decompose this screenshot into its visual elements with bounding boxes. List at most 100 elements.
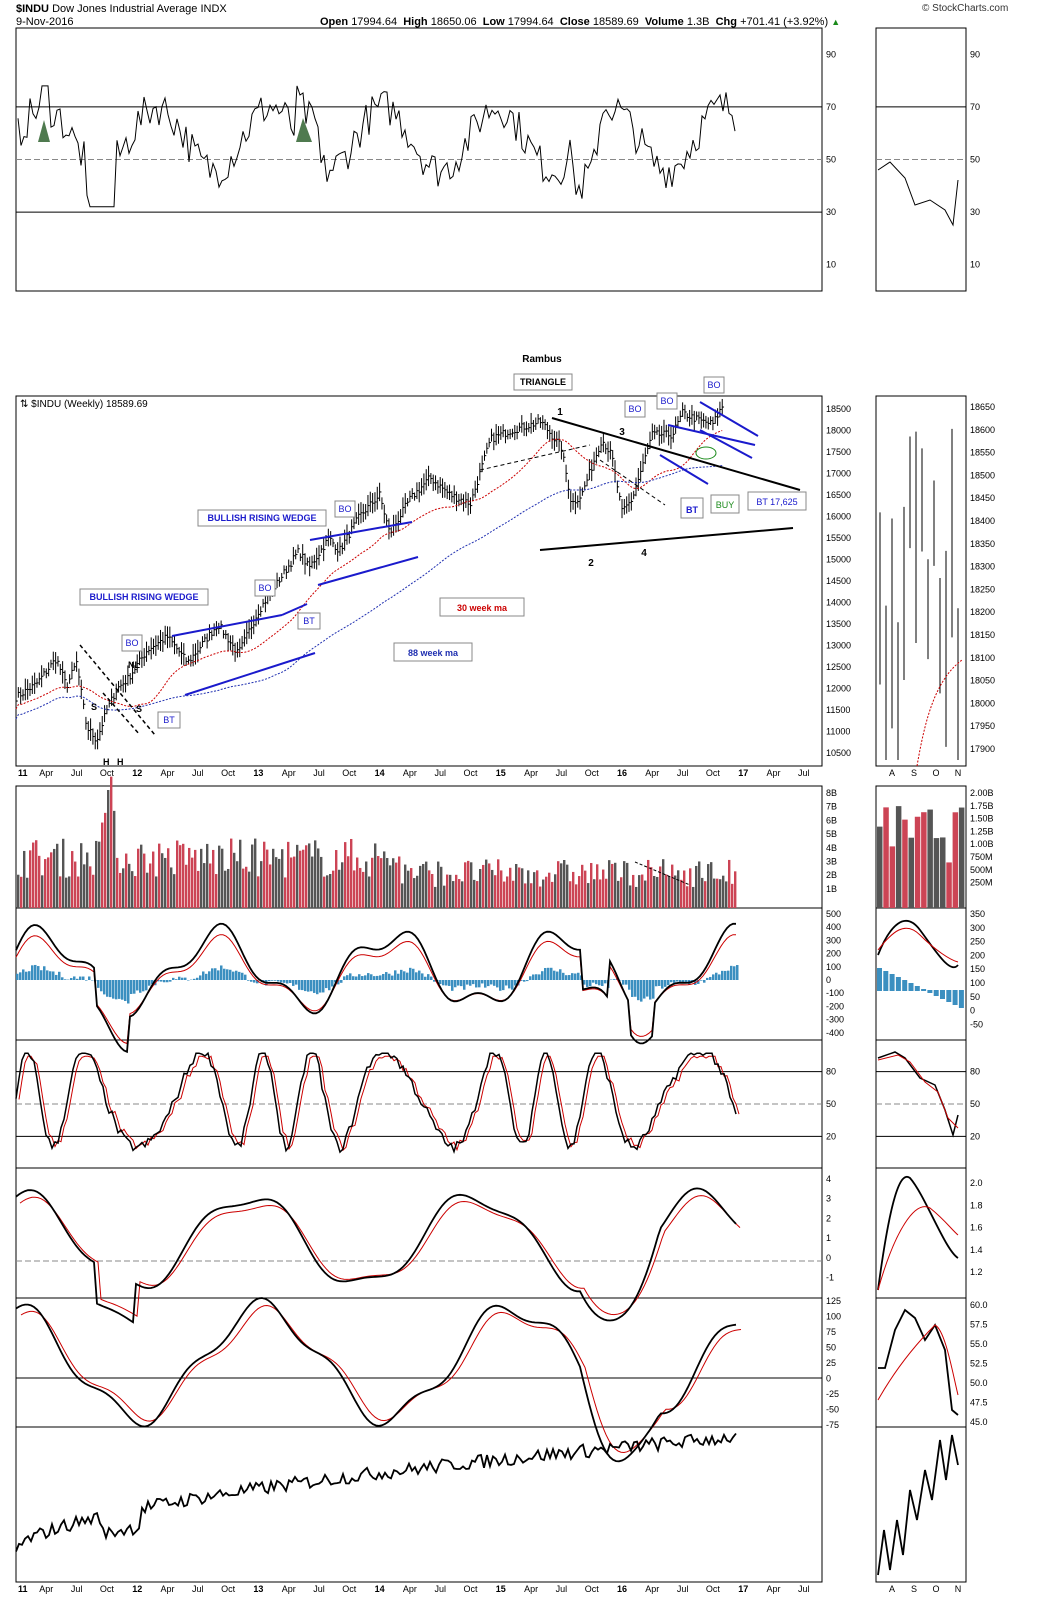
volume-bar [113,810,116,908]
zoom-macd-hist [895,977,901,991]
volume-bar [368,876,371,908]
volume-bar [734,871,737,908]
volume-bar [503,881,506,908]
macd-hist-bar [586,980,589,987]
macd-hist-bar [337,980,340,985]
volume-bar [671,864,674,908]
price-tick-12: 12500 [826,662,851,672]
macd-hist-bar [493,980,496,986]
price-tick-7: 15000 [826,554,851,564]
macd-hist-bar [121,980,124,1000]
volume-bar [680,879,683,908]
zoom-volume-bar [889,846,896,908]
volume-bar [350,838,353,908]
volume-bar [71,851,74,908]
macd-hist-bar [628,980,631,990]
zoom-price-tick-4: 18450 [970,493,995,503]
price-xtick-5: Apr [160,768,174,778]
volume-bar [329,873,332,908]
macd-hist-bar [604,980,607,984]
volume-bar [422,864,425,908]
volume-bar [95,840,98,908]
volume-bar [356,857,359,908]
zoom-price-tick-12: 18050 [970,676,995,686]
volume-bar [527,870,530,908]
volume-bar [371,857,374,908]
osc-tick-1: 3 [826,1194,831,1204]
volume-bar [269,864,272,908]
volume-bar [659,866,662,908]
zoom-macd-hist [921,989,927,991]
annot-h-2: H [117,757,124,767]
breadth-xtick-7: Oct [221,1584,236,1594]
zoom-macd-tick-5: 100 [970,978,985,988]
zoom-rsi-tick-0: 90 [970,49,980,59]
mom-signal-line [20,1304,742,1454]
mom-tick-2: 75 [826,1327,836,1337]
volume-bar [644,880,647,908]
zoom-volume-bar [927,809,933,908]
volume-bar [722,875,725,908]
annot-bt-1-box [157,711,181,729]
volume-bar [377,856,380,908]
zoom-price-tick-3: 18500 [970,470,995,480]
volume-tick-4: 4B [826,843,837,853]
volume-bar [107,790,110,908]
volume-bar [44,859,47,908]
volume-bar [365,861,368,908]
macd-hist-bar [676,980,679,982]
macd-hist-bar [637,980,640,1001]
price-xtick-26: Jul [798,768,810,778]
macd-hist-bar [55,974,58,980]
volume-bar [239,839,242,908]
bt-channel-2 [667,424,756,446]
macd-hist-bar [172,977,175,980]
macd-hist-bar [487,980,490,987]
macd-hist-bar [373,976,376,980]
macd-hist-bar [58,971,61,980]
volume-bar [416,875,419,908]
volume-bar [194,849,197,908]
breadth-xtick-19: Oct [585,1584,600,1594]
zoom-price-tick-0: 18650 [970,402,995,412]
volume-bar [29,850,32,908]
high-value: 18650.06 [430,16,477,28]
zoom-macd-hist [889,974,895,991]
volume-bar [401,883,404,908]
volume-bar [125,853,128,908]
macd-tick-2: 300 [826,935,841,945]
price-xtick-21: Apr [645,768,659,778]
zoom-frame-volume [875,785,967,909]
macd-hist-bar [451,980,454,991]
volume-bar [554,874,557,908]
volume-bar [665,874,668,908]
volume-bar [398,856,401,908]
ohlc-readout: Open 17994.64 High 18650.06 Low 17994.64… [320,16,841,28]
volume-bar [389,865,392,908]
zoom-price-tick-10: 18150 [970,630,995,640]
volume-bar [92,874,95,908]
macd-hist-bar [496,980,499,988]
volume-bar [488,863,491,908]
volume-bar [599,879,602,908]
macd-hist-bar [355,976,358,980]
zoom-macd-tick-1: 300 [970,923,985,933]
price-tick-5: 16000 [826,511,851,521]
volume-bar [203,863,206,908]
volume-bar [536,870,539,908]
zoom-volume-tick-3: 1.25B [970,826,994,836]
macd-hist-bar [145,980,148,991]
volume-bar [584,870,587,908]
volume-bar [257,876,260,908]
macd-hist-bar [445,980,448,986]
macd-hist-bar [727,970,730,980]
exchange: INDX [200,3,227,15]
volume-bar [317,848,320,908]
price-xtick-2: Jul [71,768,83,778]
zoom-month-0: A [889,768,895,778]
volume-bar [248,871,251,908]
zoom-volume-tick-1: 1.75B [970,801,994,811]
volume-bar [161,853,164,908]
breadth-xtick-10: Jul [313,1584,325,1594]
volume-bar [104,812,107,908]
